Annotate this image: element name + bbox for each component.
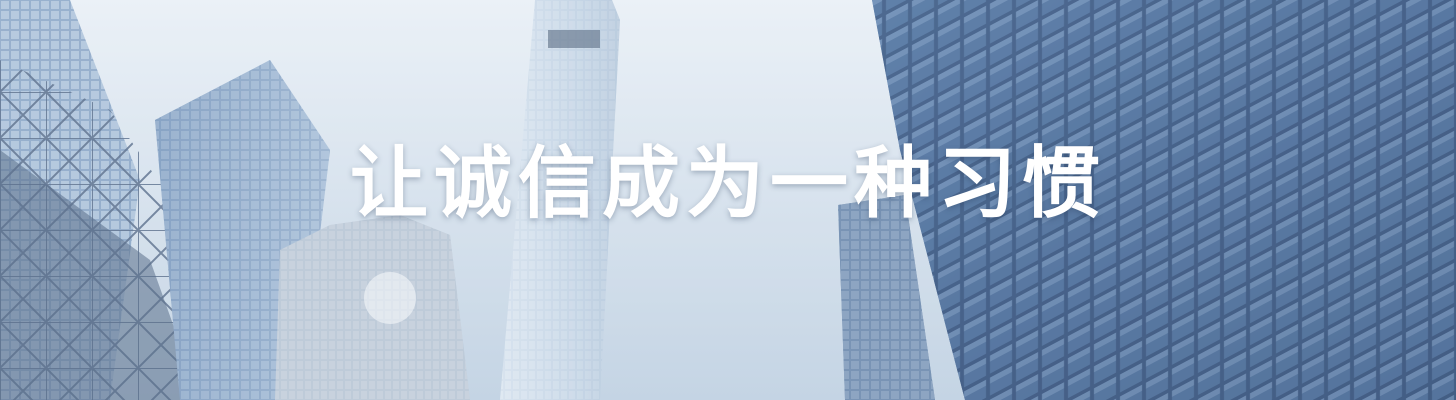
headline-text: 让诚信成为一种习惯 [349,138,1106,229]
